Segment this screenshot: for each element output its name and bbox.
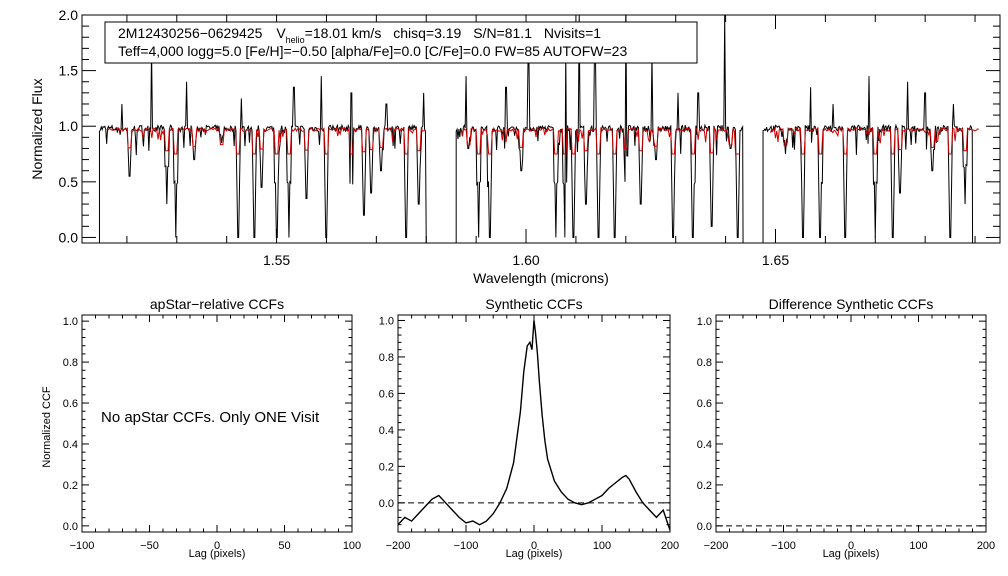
- apstar-ccf-y-tick-label: 0.4: [63, 439, 78, 451]
- spectrum-y-tick-label: 1.5: [59, 63, 79, 79]
- synthetic-ccf-x-axis-label: Lag (pixels): [506, 548, 563, 560]
- legend-nvisits: Nvisits=1: [544, 25, 601, 41]
- legend-vhelio-label: V: [276, 25, 286, 41]
- difference-ccf-x-tick-label: −100: [771, 540, 796, 552]
- synthetic-ccf-x-tick-label: 100: [593, 540, 611, 552]
- apstar-ccf-ticks: −100 −50 0 50 100 0.0 0.2 0.4 0.6 0.8 1.0: [63, 315, 361, 552]
- synthetic-spectrum-line-chip-3: [770, 126, 979, 155]
- difference-ccf-x-tick-label: −200: [704, 540, 729, 552]
- synthetic-ccf-y-tick-label: 0.6: [379, 388, 394, 400]
- apstar-ccf-x-axis-label: Lag (pixels): [189, 548, 246, 560]
- synthetic-ccf-y-tick-label: 1.0: [379, 315, 394, 327]
- synthetic-ccf-curve: [397, 320, 671, 531]
- spectrum-legend: 2M12430256−0629425 Vhelio=18.01 km/s chi…: [104, 21, 698, 64]
- legend-vhelio-value: =18.01 km/s: [305, 25, 382, 41]
- synthetic-ccf-panel: Synthetic CCFs −200 −100 0 100 200 0.0 0.2 0.4 0…: [379, 296, 679, 560]
- difference-ccf-panel: Difference Synthetic CCFs −200 −100 0 100 20…: [697, 296, 995, 560]
- apstar-ccf-y-tick-label: 0.8: [63, 357, 78, 369]
- spectrum-y-tick-label: 1.0: [59, 118, 79, 134]
- difference-ccf-y-tick-label: 0.2: [697, 480, 712, 492]
- apstar-ccf-y-tick-label: 0.2: [63, 480, 78, 492]
- apstar-ccf-x-tick-label: 100: [343, 540, 361, 552]
- apstar-ccf-note: No apStar CCFs. Only ONE Visit: [101, 409, 320, 426]
- synthetic-ccf-x-tick-label: −100: [454, 540, 479, 552]
- difference-ccf-x-tick-label: 100: [909, 540, 927, 552]
- observed-spectrum-line-chip-3: [762, 76, 974, 244]
- difference-ccf-title: Difference Synthetic CCFs: [769, 296, 934, 312]
- apstar-ccf-panel: apStar−relative CCFs −100 −50 0 50 100 0.0 0.2…: [41, 296, 361, 560]
- legend-line-1: 2M12430256−0629425 Vhelio=18.01 km/s chi…: [118, 25, 601, 45]
- spectrum-y-tick-label: 2.0: [59, 7, 79, 23]
- legend-line-2: Teff=4,000 logg=5.0 [Fe/H]=−0.50 [alpha/…: [118, 43, 627, 59]
- spectrum-plot-frame: [81, 14, 1001, 244]
- spectrum-y-axis-label: Normalized Flux: [29, 78, 45, 179]
- difference-ccf-x-tick-label: 200: [977, 540, 995, 552]
- legend-vhelio-subscript: helio: [286, 35, 305, 45]
- difference-ccf-y-tick-label: 0.8: [697, 357, 712, 369]
- difference-ccf-ticks: −200 −100 0 100 200 0.0 0.2 0.4 0.6 0.8 1.0: [697, 315, 995, 552]
- legend-chisq: chisq=3.19: [393, 25, 461, 41]
- legend-snr: S/N=81.1: [473, 25, 532, 41]
- spectrum-panel: 1.55 1.60 1.65 0.0 0.5 1.0 1.5 2.0 2M12430256−0…: [29, 7, 1001, 286]
- apstar-ccf-y-axis-label: Normalized CCF: [41, 386, 53, 468]
- difference-ccf-y-tick-label: 0.0: [697, 521, 712, 533]
- apstar-ccf-x-tick-label: −50: [140, 540, 159, 552]
- legend-star-id: 2M12430256−0629425: [118, 25, 263, 41]
- difference-ccf-x-axis-label: Lag (pixels): [823, 548, 880, 560]
- apstar-ccf-title: apStar−relative CCFs: [150, 296, 284, 312]
- spectrum-ticks: 1.55 1.60 1.65 0.0 0.5 1.0 1.5 2.0: [59, 7, 1000, 268]
- synthetic-ccf-y-tick-label: 0.8: [379, 352, 394, 364]
- legend-box: [104, 21, 698, 64]
- synthetic-ccf-ticks: −200 −100 0 100 200 0.0 0.2 0.4 0.6 0.8 1.0: [379, 315, 679, 552]
- synthetic-spectrum-line-chip-2: [460, 125, 740, 155]
- spectrum-lines: [98, 14, 979, 244]
- synthetic-ccf-x-tick-label: 0: [531, 540, 537, 552]
- apstar-ccf-x-tick-label: −100: [70, 540, 95, 552]
- difference-ccf-y-tick-label: 0.6: [697, 398, 712, 410]
- synthetic-ccf-x-tick-label: 200: [661, 540, 679, 552]
- difference-ccf-y-tick-label: 0.4: [697, 439, 712, 451]
- apstar-ccf-x-tick-label: 0: [214, 540, 220, 552]
- spectrum-x-tick-label: 1.55: [263, 252, 290, 268]
- synthetic-spectrum-line-chip-1: [106, 126, 426, 155]
- synthetic-ccf-y-tick-label: 0.4: [379, 425, 394, 437]
- difference-ccf-y-tick-label: 1.0: [697, 316, 712, 328]
- synthetic-ccf-title: Synthetic CCFs: [485, 296, 582, 312]
- difference-ccf-frame: [715, 314, 987, 533]
- apstar-ccf-x-tick-label: 50: [278, 540, 290, 552]
- spectrum-y-tick-label: 0.0: [59, 229, 79, 245]
- apstar-ccf-y-tick-label: 0.0: [63, 521, 78, 533]
- spectrum-x-tick-label: 1.65: [762, 252, 789, 268]
- spectrum-x-tick-label: 1.60: [512, 252, 539, 268]
- spectrum-x-axis-label: Wavelength (microns): [473, 270, 609, 286]
- synthetic-ccf-lines: [397, 320, 671, 531]
- synthetic-ccf-y-tick-label: 0.2: [379, 461, 394, 473]
- spectrum-y-tick-label: 0.5: [59, 174, 79, 190]
- difference-ccf-x-tick-label: 0: [848, 540, 854, 552]
- synthetic-ccf-frame: [397, 314, 671, 533]
- apstar-ccf-y-tick-label: 1.0: [63, 316, 78, 328]
- synthetic-ccf-x-tick-label: −200: [386, 540, 411, 552]
- synthetic-ccf-y-tick-label: 0.0: [379, 498, 394, 510]
- apstar-ccf-y-tick-label: 0.6: [63, 398, 78, 410]
